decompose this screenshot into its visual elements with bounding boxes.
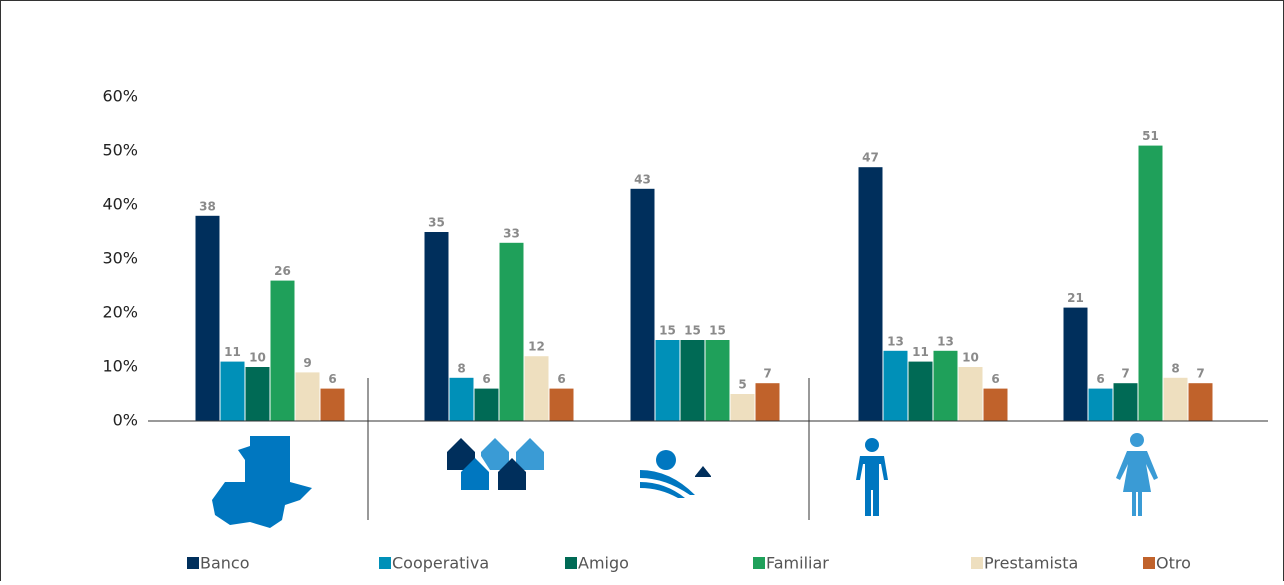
bar <box>680 340 705 421</box>
bar <box>474 388 499 421</box>
value-label: 43 <box>634 172 651 186</box>
y-tick-label: 10% <box>102 357 138 376</box>
bar <box>655 340 680 421</box>
bar <box>755 383 780 421</box>
value-label: 11 <box>224 345 241 359</box>
value-label: 5 <box>738 378 746 392</box>
value-label: 26 <box>274 264 291 278</box>
bar <box>424 232 449 421</box>
y-tick-label: 60% <box>102 87 138 106</box>
bar <box>270 280 295 421</box>
legend-label: Familiar <box>766 554 829 573</box>
y-tick-label: 30% <box>102 249 138 268</box>
bar <box>1063 307 1088 421</box>
bar <box>958 367 983 421</box>
bar <box>1163 377 1188 421</box>
bar <box>524 356 549 421</box>
value-label: 15 <box>709 324 726 338</box>
legend-swatch <box>379 557 391 569</box>
value-label: 9 <box>303 356 311 370</box>
legend-label: Otro <box>1156 554 1191 573</box>
value-label: 12 <box>528 340 545 354</box>
legend-swatch <box>187 557 199 569</box>
value-label: 6 <box>328 372 336 386</box>
man-icon <box>856 438 888 516</box>
value-label: 6 <box>1096 372 1104 386</box>
bar <box>295 372 320 421</box>
bar <box>499 242 524 421</box>
woman-icon <box>1116 433 1158 516</box>
bar <box>858 167 883 421</box>
legend-swatch <box>565 557 577 569</box>
y-tick-label: 40% <box>102 195 138 214</box>
legend-label: Prestamista <box>984 554 1078 573</box>
bar <box>549 388 574 421</box>
bar <box>1138 145 1163 421</box>
value-label: 7 <box>1196 367 1204 381</box>
value-label: 10 <box>962 351 979 365</box>
legend-label: Cooperativa <box>392 554 489 573</box>
value-label: 7 <box>1121 367 1129 381</box>
value-label: 6 <box>991 372 999 386</box>
bar <box>983 388 1008 421</box>
bar <box>1113 383 1138 421</box>
y-tick-label: 0% <box>113 411 138 430</box>
value-label: 15 <box>684 324 701 338</box>
value-label: 11 <box>912 345 929 359</box>
value-label: 6 <box>482 372 490 386</box>
legend-label: Amigo <box>578 554 629 573</box>
value-label: 21 <box>1067 291 1084 305</box>
y-tick-label: 20% <box>102 303 138 322</box>
value-label: 10 <box>249 351 266 365</box>
legend-swatch <box>971 557 983 569</box>
bar <box>883 350 908 421</box>
value-label: 8 <box>457 361 465 375</box>
bar <box>705 340 730 421</box>
bar <box>220 361 245 421</box>
legend-label: Banco <box>200 554 250 573</box>
value-label: 35 <box>428 216 445 230</box>
bar <box>933 350 958 421</box>
bar <box>449 377 474 421</box>
bar <box>908 361 933 421</box>
bar <box>730 394 755 421</box>
value-label: 13 <box>887 334 904 348</box>
bar <box>245 367 270 421</box>
y-tick-label: 50% <box>102 141 138 160</box>
value-label: 51 <box>1142 129 1159 143</box>
bar <box>1088 388 1113 421</box>
legend-swatch <box>753 557 765 569</box>
value-label: 33 <box>503 226 520 240</box>
value-label: 6 <box>557 372 565 386</box>
houses-icon <box>447 438 544 490</box>
value-label: 13 <box>937 334 954 348</box>
value-label: 47 <box>862 151 879 165</box>
rural-icon <box>640 450 711 498</box>
value-label: 7 <box>763 367 771 381</box>
bar <box>195 215 220 421</box>
map-icon <box>212 436 312 528</box>
bar <box>320 388 345 421</box>
value-label: 38 <box>199 199 216 213</box>
value-label: 8 <box>1171 361 1179 375</box>
legend-swatch <box>1143 557 1155 569</box>
value-label: 15 <box>659 324 676 338</box>
bar <box>1188 383 1213 421</box>
bar <box>630 188 655 421</box>
